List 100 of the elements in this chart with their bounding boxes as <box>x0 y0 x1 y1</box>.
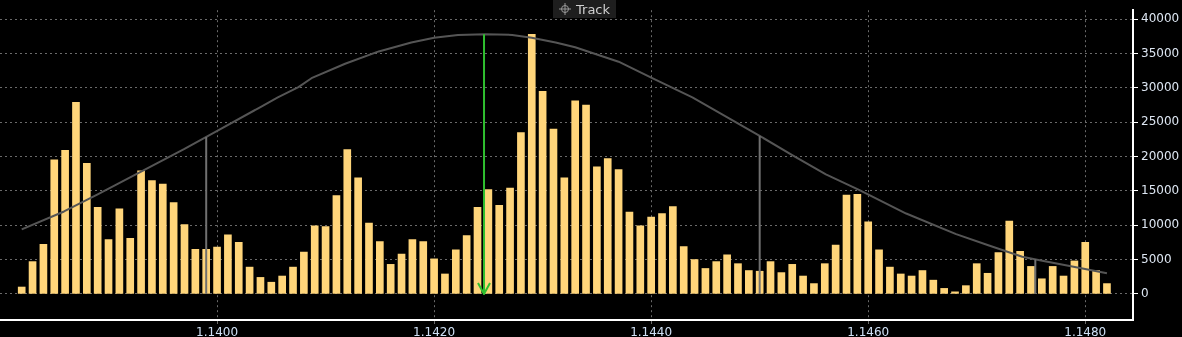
y-tick-label: 10000 <box>1141 217 1180 232</box>
bar <box>191 248 200 294</box>
bar <box>723 254 731 294</box>
bar <box>810 283 818 294</box>
bar <box>1048 266 1057 294</box>
bar <box>560 177 569 294</box>
bar <box>386 264 395 294</box>
bar <box>593 166 601 294</box>
bar <box>451 249 460 294</box>
y-tick-label: 0 <box>1141 286 1149 301</box>
bar <box>994 252 1003 294</box>
bar <box>397 253 406 294</box>
bar <box>517 132 525 294</box>
bar <box>267 281 276 294</box>
bar <box>744 270 753 294</box>
bar <box>419 241 428 294</box>
x-tick-label: 1.1420 <box>413 325 456 337</box>
y-tick-label: 20000 <box>1141 148 1180 163</box>
bar <box>886 266 894 294</box>
y-tick-label: 35000 <box>1141 45 1180 60</box>
bar <box>647 216 655 294</box>
y-tick-label: 5000 <box>1141 251 1172 266</box>
bar <box>625 211 634 294</box>
bar <box>126 237 135 294</box>
x-tick-label: 1.1400 <box>196 325 239 337</box>
bar <box>256 277 265 294</box>
bar <box>321 226 330 294</box>
bar <box>983 272 992 294</box>
bar <box>918 270 927 294</box>
x-tick-label: 1.1480 <box>1064 325 1107 337</box>
bar <box>300 251 308 294</box>
bar <box>1005 220 1014 294</box>
bar <box>712 261 721 294</box>
bar <box>289 266 297 294</box>
bar <box>1103 283 1111 294</box>
bar <box>940 288 948 294</box>
bar <box>603 158 612 294</box>
bar <box>104 239 113 294</box>
bar <box>701 268 710 294</box>
bar <box>354 177 362 294</box>
x-tick-label: 1.1460 <box>847 325 890 337</box>
bar <box>278 275 286 294</box>
bar <box>50 159 59 294</box>
bar <box>169 202 178 294</box>
x-tick-label: 1.1440 <box>630 325 673 337</box>
bar <box>1059 275 1068 294</box>
bar <box>1081 242 1090 294</box>
bar <box>430 258 438 294</box>
bar <box>332 195 341 294</box>
bar <box>875 249 883 294</box>
bar <box>766 261 775 294</box>
bar <box>310 225 319 294</box>
bar <box>82 163 91 294</box>
bar <box>669 206 677 294</box>
bar <box>658 213 666 294</box>
y-tick-label: 30000 <box>1141 79 1180 94</box>
bar <box>158 183 167 294</box>
bar <box>180 224 189 294</box>
bar <box>245 266 254 294</box>
bar <box>28 261 37 294</box>
bar <box>441 273 449 294</box>
bar <box>408 239 417 294</box>
bar <box>831 244 840 294</box>
bar <box>951 291 959 294</box>
bar <box>115 208 124 294</box>
bar <box>777 272 786 294</box>
bar <box>224 234 232 294</box>
bar <box>614 169 623 294</box>
bar <box>962 285 970 294</box>
bar <box>690 259 699 294</box>
bar <box>679 246 688 294</box>
bar <box>506 187 514 294</box>
bar <box>864 221 873 294</box>
bar <box>376 241 384 294</box>
bar <box>473 207 482 294</box>
bar <box>72 101 80 294</box>
bar <box>571 100 580 294</box>
bar <box>636 225 645 294</box>
bar <box>820 263 829 294</box>
bar <box>896 273 905 294</box>
bar <box>61 150 69 294</box>
bar <box>549 128 558 294</box>
bar <box>538 90 547 294</box>
annotation: Track <box>576 1 611 17</box>
bar <box>495 204 504 294</box>
y-tick-label: 15000 <box>1141 182 1180 197</box>
bar <box>17 286 26 294</box>
bar <box>842 194 851 294</box>
bar <box>1038 278 1046 294</box>
bar <box>39 244 48 294</box>
bar <box>734 263 742 294</box>
y-tick-label: 40000 <box>1141 11 1180 26</box>
bar <box>213 246 221 294</box>
bar <box>582 104 590 294</box>
bar <box>1016 250 1024 294</box>
bar <box>929 279 938 294</box>
bar <box>462 235 471 294</box>
bar <box>343 149 352 294</box>
bar <box>148 180 156 294</box>
bar <box>137 170 145 294</box>
